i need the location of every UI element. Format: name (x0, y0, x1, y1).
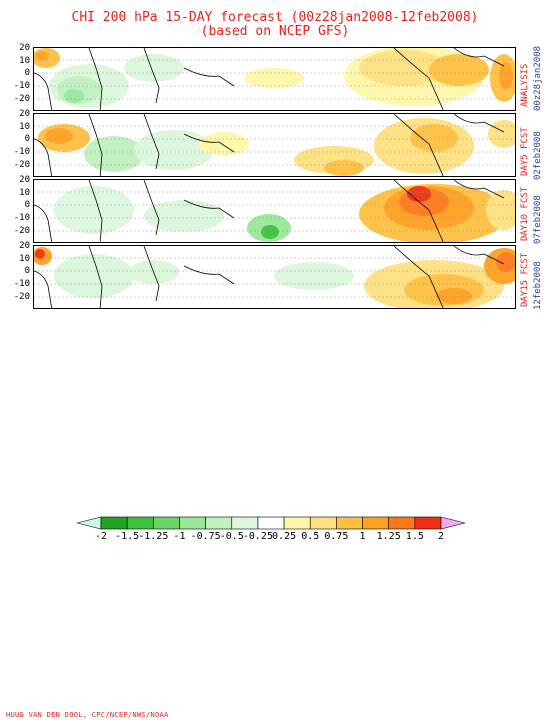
y-tick-label: -20 (13, 225, 30, 236)
colorbar-segment (126, 516, 154, 530)
colorbar-tick-label: -1.25 (138, 531, 169, 542)
y-tick-label: 10 (19, 121, 30, 132)
map-panel-analysis (33, 47, 516, 111)
y-tick-label: 0 (24, 134, 30, 144)
y-tick-label: -10 (13, 81, 30, 91)
y-tick-label: -10 (13, 279, 30, 289)
colorbar-tick-label: -0.25 (242, 531, 273, 542)
credit-text: HUUG VAN DEN DOOL, CPC/NCEP/NWS/NOAA (6, 711, 169, 719)
y-tick-label: 0 (24, 200, 30, 210)
y-tick-label: 20 (19, 175, 30, 185)
panel-date-analysis: 00z28jan2008 (533, 45, 543, 111)
colorbar-arrow-high (440, 516, 466, 530)
coastlines (34, 48, 505, 110)
colorbar-segment (153, 516, 180, 530)
colorbar-arrow-low (77, 516, 102, 530)
colorbar-segment (362, 516, 389, 530)
colorbar-segment (179, 516, 206, 530)
y-tick-label: -10 (13, 213, 30, 223)
panel-date-day15: 12feb2008 (533, 261, 543, 310)
colorbar-tick-label: -1 (173, 531, 186, 542)
panel-label-day10: DAY10 FCST (520, 186, 530, 241)
y-tick-label: -20 (13, 93, 30, 104)
colorbar-segment (283, 516, 311, 530)
map-panel-day15 (33, 245, 516, 309)
y-tick-label: 20 (19, 241, 30, 251)
anomaly-fill (34, 48, 515, 108)
panel-label-day5: DAY5 FCST (520, 127, 530, 176)
colorbar-segment (309, 516, 337, 530)
y-tick-label: 10 (19, 55, 30, 66)
colorbar-tick-label: -0.75 (190, 531, 221, 542)
y-tick-label: 0 (24, 266, 30, 276)
colorbar-segment (205, 516, 233, 530)
colorbar-segment (100, 516, 128, 530)
colorbar-segment (336, 516, 363, 530)
colorbar-tick-label: -1.5 (115, 531, 140, 542)
panel-date-day5: 02feb2008 (533, 131, 543, 180)
colorbar-tick-label: 0.5 (301, 531, 320, 542)
colorbar-tick-label: 1 (359, 531, 366, 542)
y-tick-label: 10 (19, 187, 30, 198)
colorbar-segment (257, 516, 285, 530)
colorbar-tick-label: 1.25 (376, 531, 401, 542)
colorbar-segment (388, 516, 416, 530)
page-title: CHI 200 hPa 15-DAY forecast (00z28jan200… (71, 10, 479, 25)
map-panel-day10 (33, 179, 516, 243)
y-tick-label: 20 (19, 109, 30, 119)
y-tick-label: 10 (19, 253, 30, 264)
y-tick-label: -20 (13, 159, 30, 170)
map-panel-day5 (33, 113, 516, 177)
page-subtitle: (based on NCEP GFS) (200, 24, 350, 39)
colorbar-tick-label: 2 (437, 531, 445, 542)
colorbar (77, 516, 466, 530)
panel-date-day10: 07feb2008 (533, 195, 543, 244)
colorbar-tick-label: -0.5 (219, 531, 244, 542)
colorbar-tick-label: 1.5 (405, 531, 424, 542)
colorbar-tick-label: 0.75 (324, 531, 349, 542)
colorbar-tick-label: -2 (94, 531, 108, 542)
colorbar-segment (231, 516, 259, 530)
y-tick-label: -20 (13, 291, 30, 302)
colorbar-tick-label: 0.25 (272, 531, 297, 542)
y-tick-label: -10 (13, 147, 30, 157)
panel-label-day15: DAY15 FCST (520, 252, 530, 307)
y-tick-label: 0 (24, 68, 30, 78)
colorbar-segment (414, 516, 442, 530)
y-tick-label: 20 (19, 43, 30, 53)
panel-label-analysis: ANALYSIS (520, 63, 530, 107)
